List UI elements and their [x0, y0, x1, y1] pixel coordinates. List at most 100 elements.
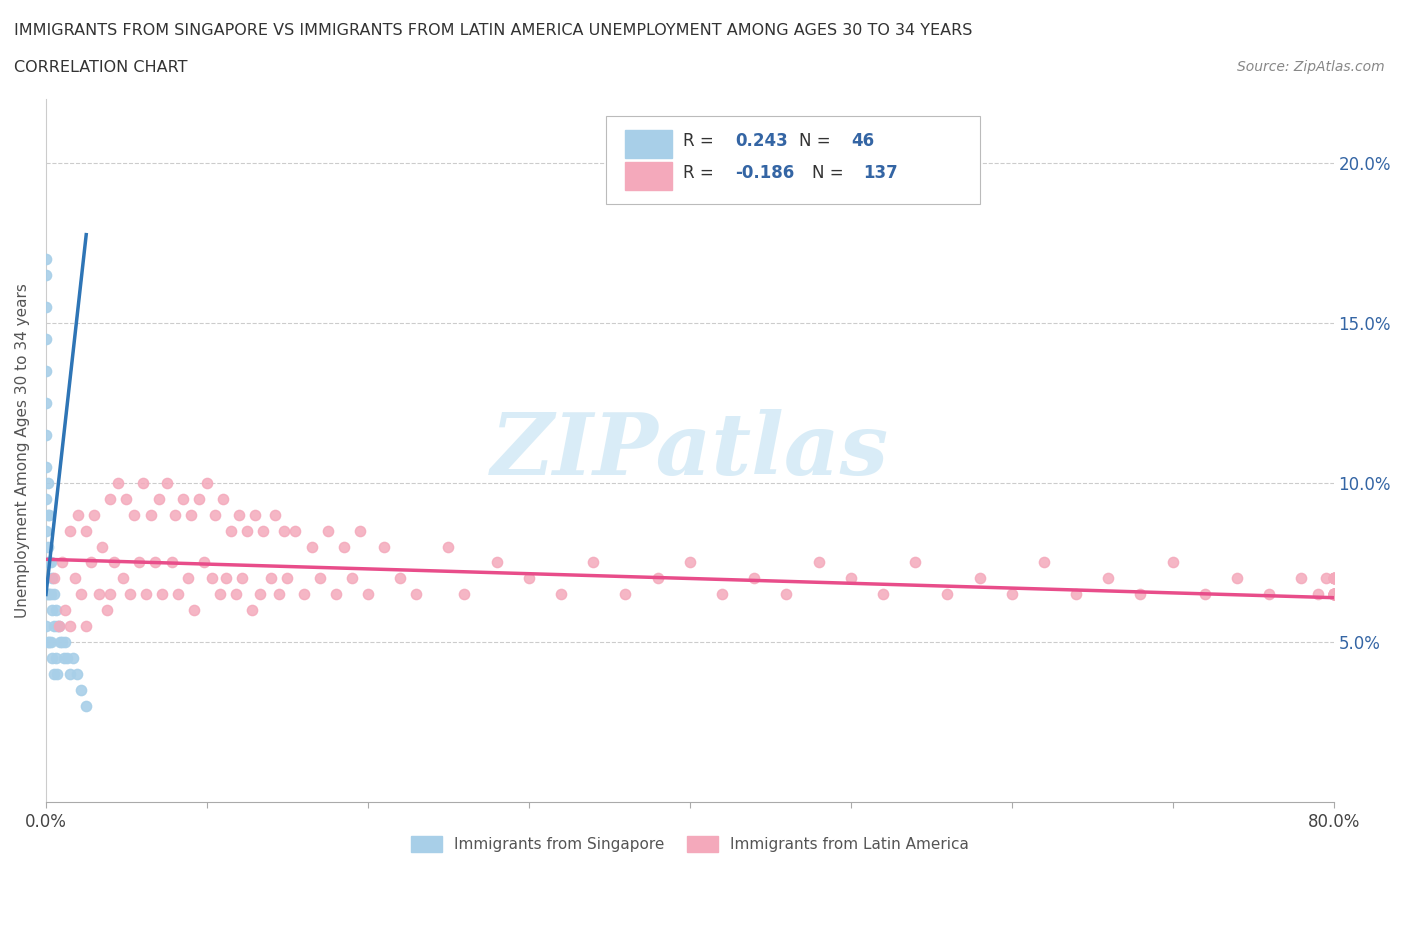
Point [37, 507, 59, 522]
Point [70, 587, 93, 602]
Point [1323, 571, 1346, 586]
Point [775, 587, 797, 602]
Point [96, 603, 118, 618]
Point [39, 587, 62, 602]
Point [42, 667, 65, 682]
Point [1258, 587, 1281, 602]
Point [263, 507, 285, 522]
Point [167, 587, 190, 602]
Point [35, 619, 58, 634]
Point [904, 555, 927, 570]
Point [35, 491, 58, 506]
Point [1323, 571, 1346, 586]
Point [201, 571, 224, 586]
Point [48, 619, 70, 634]
Point [357, 587, 380, 602]
Point [48, 619, 70, 634]
Point [1323, 587, 1346, 602]
Point [1323, 587, 1346, 602]
Point [41, 603, 63, 618]
Point [1323, 571, 1346, 586]
Point [59, 619, 82, 634]
Point [1323, 587, 1346, 602]
Text: N =: N = [813, 164, 849, 181]
Point [1323, 587, 1346, 602]
Point [195, 475, 218, 490]
Point [292, 587, 315, 602]
Point [51, 635, 73, 650]
Point [38, 635, 60, 650]
Point [124, 507, 146, 522]
FancyBboxPatch shape [606, 116, 980, 205]
Point [1194, 587, 1216, 602]
Point [219, 523, 242, 538]
Point [405, 587, 427, 602]
Point [1315, 571, 1337, 586]
Point [582, 555, 605, 570]
Point [38, 507, 60, 522]
Point [1323, 587, 1346, 602]
Point [42, 587, 65, 602]
Point [65, 667, 87, 682]
Point [62, 651, 84, 666]
Point [1323, 587, 1346, 602]
Point [183, 603, 205, 618]
Point [240, 603, 263, 618]
Text: 46: 46 [851, 132, 875, 150]
Point [1306, 587, 1329, 602]
Point [52, 651, 75, 666]
Point [42, 619, 65, 634]
Point [35, 395, 58, 410]
Point [437, 539, 460, 554]
Point [53, 603, 76, 618]
Point [1323, 587, 1346, 602]
FancyBboxPatch shape [626, 129, 672, 158]
Point [35, 331, 58, 346]
Point [35, 587, 58, 602]
Point [1323, 587, 1346, 602]
Point [1323, 587, 1346, 602]
Point [517, 571, 540, 586]
Point [172, 491, 194, 506]
Point [41, 571, 63, 586]
Point [46, 619, 69, 634]
Point [1323, 587, 1346, 602]
Point [276, 571, 298, 586]
Text: 0.243: 0.243 [735, 132, 787, 150]
Text: -0.186: -0.186 [735, 164, 794, 181]
Point [35, 459, 58, 474]
Point [75, 523, 97, 538]
Point [49, 635, 72, 650]
Point [180, 507, 202, 522]
Point [37, 475, 59, 490]
Point [231, 571, 253, 586]
Point [1323, 571, 1346, 586]
Point [70, 683, 93, 698]
Point [1323, 587, 1346, 602]
Point [1323, 587, 1346, 602]
Point [373, 539, 395, 554]
Point [56, 651, 79, 666]
Text: Source: ZipAtlas.com: Source: ZipAtlas.com [1237, 60, 1385, 74]
Point [485, 555, 508, 570]
Point [128, 555, 150, 570]
Text: R =: R = [683, 164, 720, 181]
Point [41, 651, 63, 666]
Point [98, 491, 121, 506]
Point [35, 427, 58, 442]
Point [160, 555, 183, 570]
Point [80, 555, 103, 570]
Point [245, 507, 267, 522]
Point [39, 555, 62, 570]
FancyBboxPatch shape [626, 162, 672, 190]
Text: 137: 137 [863, 164, 898, 181]
Point [39, 635, 62, 650]
Point [228, 507, 250, 522]
Point [163, 507, 186, 522]
Point [118, 587, 141, 602]
Point [679, 555, 702, 570]
Point [1161, 555, 1184, 570]
Point [1323, 587, 1346, 602]
Point [872, 587, 894, 602]
Legend: Immigrants from Singapore, Immigrants from Latin America: Immigrants from Singapore, Immigrants fr… [405, 830, 974, 858]
